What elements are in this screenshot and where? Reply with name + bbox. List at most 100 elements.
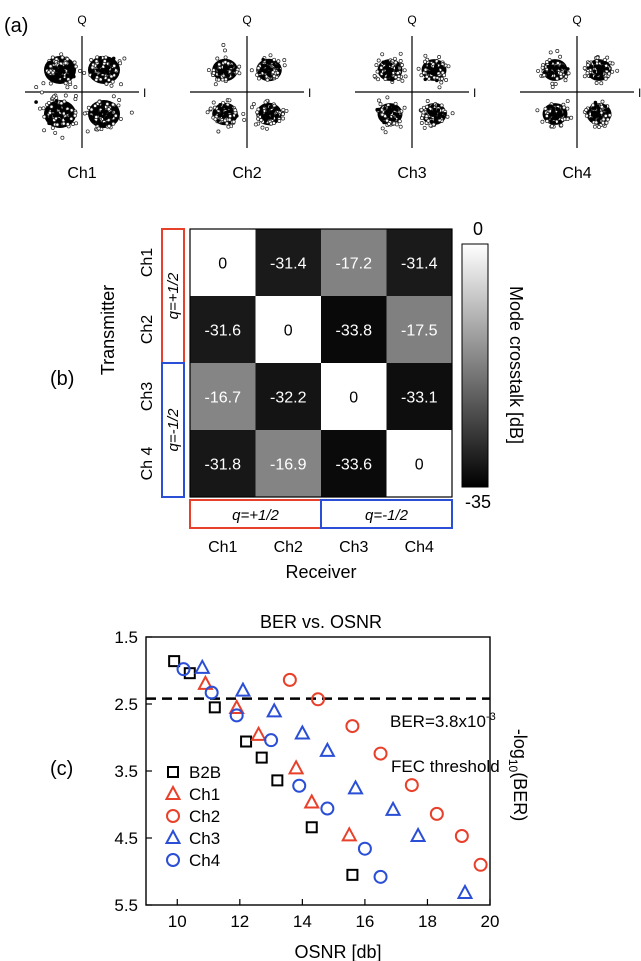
x-tick-label: 14 xyxy=(293,912,312,931)
symbol-point xyxy=(548,113,552,117)
symbol-point xyxy=(555,61,560,66)
symbol-point xyxy=(261,57,266,62)
symbol-point xyxy=(48,81,53,86)
symbol-point xyxy=(73,85,78,90)
symbol-point xyxy=(597,64,602,68)
symbol-point xyxy=(402,68,407,73)
symbol-point xyxy=(34,100,38,104)
symbol-point xyxy=(116,103,121,108)
symbol-point xyxy=(118,116,123,121)
symbol-point xyxy=(208,106,213,111)
symbol-point xyxy=(226,124,231,129)
symbol-point xyxy=(592,124,597,129)
symbol-point xyxy=(597,125,601,129)
x-tick-label: 20 xyxy=(481,912,500,931)
symbol-point xyxy=(219,113,223,118)
legend-marker xyxy=(164,784,182,800)
symbol-point xyxy=(266,71,270,76)
symbol-point xyxy=(90,65,95,70)
symbol-point xyxy=(251,102,256,107)
symbol-point xyxy=(395,71,400,75)
symbol-point xyxy=(104,81,109,86)
symbol-point xyxy=(444,78,449,82)
constellation-cluster xyxy=(82,55,127,88)
heatmap-cell xyxy=(321,363,387,430)
colorbar-min-label: -35 xyxy=(465,492,491,512)
symbol-point xyxy=(119,82,123,87)
symbol-point xyxy=(103,55,108,60)
symbol-point xyxy=(241,111,246,116)
symbol-point xyxy=(376,58,381,63)
symbol-point xyxy=(375,107,380,112)
data-point xyxy=(240,735,253,748)
symbol-point xyxy=(260,125,265,130)
symbol-point xyxy=(430,71,435,76)
symbol-point xyxy=(122,56,127,61)
row-group-label: q=+1/2 xyxy=(165,272,182,319)
symbol-point xyxy=(603,76,608,81)
symbol-point xyxy=(553,82,558,86)
legend-marker xyxy=(164,828,182,844)
data-point xyxy=(266,702,283,718)
symbol-point xyxy=(65,85,70,90)
threshold-label-main: BER=3.8x10 xyxy=(390,712,486,731)
symbol-point xyxy=(73,64,78,69)
symbol-point xyxy=(60,77,65,82)
symbol-point xyxy=(109,115,114,119)
heatmap-border xyxy=(189,228,453,498)
symbol-point xyxy=(65,57,70,62)
y-tick-label: 1.5 xyxy=(114,628,138,647)
symbol-point xyxy=(433,111,438,115)
symbol-point xyxy=(584,113,589,118)
symbol-point xyxy=(61,121,66,126)
data-point xyxy=(347,779,364,795)
symbol-point xyxy=(117,98,122,102)
symbol-point xyxy=(586,63,590,68)
row-group-label: q=-1/2 xyxy=(165,408,182,452)
symbol-point xyxy=(63,93,68,98)
colorbar-label: Mode crosstalk [dB] xyxy=(506,286,526,444)
data-point xyxy=(292,778,307,793)
panel-label-a: (a) xyxy=(4,15,28,37)
constellation-cluster xyxy=(375,95,407,135)
symbol-point xyxy=(55,113,59,118)
constellation-label-ch3: Ch3 xyxy=(397,165,426,182)
symbol-point xyxy=(57,106,62,110)
symbol-point xyxy=(230,64,234,69)
symbol-point xyxy=(548,70,552,74)
symbol-point xyxy=(380,52,385,57)
symbol-point xyxy=(560,64,565,68)
symbol-point xyxy=(105,116,109,120)
symbol-point xyxy=(390,67,394,72)
symbol-point xyxy=(553,116,558,121)
constellation-ch4: Q I Ch4 xyxy=(520,13,641,182)
symbol-point xyxy=(431,122,436,127)
heatmap-cell-label: 0 xyxy=(218,256,227,273)
symbol-point xyxy=(566,67,570,71)
symbol-point xyxy=(57,117,61,122)
symbol-point xyxy=(51,94,56,99)
heatmap-cell xyxy=(321,296,387,363)
symbol-point xyxy=(605,117,610,122)
symbol-point xyxy=(98,113,103,118)
symbol-point xyxy=(423,77,428,82)
symbol-point xyxy=(105,102,110,106)
symbol-point xyxy=(432,107,437,112)
symbol-point xyxy=(98,74,102,78)
symbol-point xyxy=(109,83,114,88)
symbol-point xyxy=(277,119,282,123)
legend-marker xyxy=(166,809,180,823)
symbol-point xyxy=(388,71,393,76)
column-group-box xyxy=(320,499,453,529)
ber-osnr-chart: BER vs. OSNR OSNR [db] -log10(BER) BER=3… xyxy=(114,612,530,961)
symbol-point xyxy=(111,67,115,72)
row-label: Ch2 xyxy=(139,315,156,344)
symbol-point xyxy=(403,74,408,79)
symbol-point xyxy=(256,116,261,121)
symbol-point xyxy=(382,71,387,76)
symbol-point xyxy=(600,60,604,65)
symbol-point xyxy=(98,56,102,60)
heatmap-ylabel: Transmitter xyxy=(98,285,118,375)
symbol-point xyxy=(436,103,441,108)
symbol-point xyxy=(427,111,432,115)
